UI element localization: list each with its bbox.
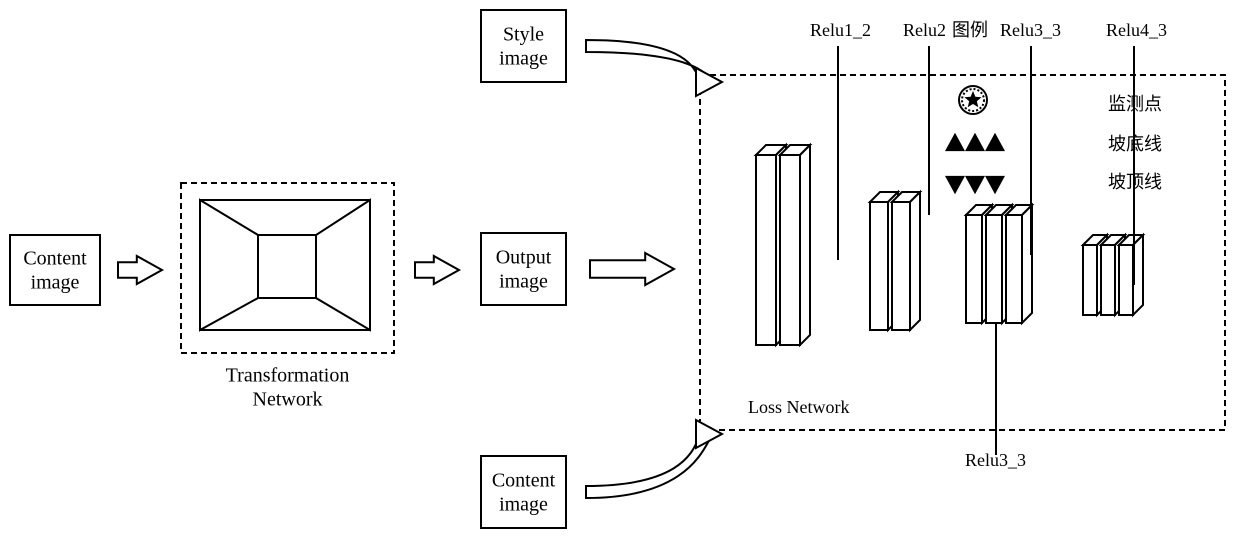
layer-group1-1-front — [780, 155, 800, 345]
content-image-box-bottom — [481, 456, 566, 528]
legend-tri-dn-1 — [965, 176, 985, 194]
arrow-content-to-transform — [118, 256, 162, 284]
label-relu1-2: Relu1_2 — [810, 20, 871, 40]
arrow-style-to-lossnet-band — [586, 40, 714, 82]
layer-group1-0-front — [756, 155, 776, 345]
legend-tri-up-2 — [985, 133, 1005, 151]
content-left-label-l2: image — [31, 272, 80, 294]
legend-tri-up-0 — [945, 133, 965, 151]
arrow-content-to-lossnet-band — [586, 434, 714, 498]
legend-circle-star-icon — [959, 86, 987, 114]
layer-group4-0-front — [1083, 245, 1097, 315]
legend-monitor-label: 监测点 — [1108, 94, 1162, 114]
output-image-box — [481, 233, 566, 305]
content-image-box-left — [10, 235, 100, 305]
label-legend-title: 图例 — [952, 20, 988, 40]
layer-group3-1-front — [986, 215, 1002, 323]
layer-group2-1-front — [892, 202, 910, 330]
layer-group4-2-front — [1119, 245, 1133, 315]
style-label-l1: Style — [503, 24, 544, 46]
arrow-transform-to-output — [415, 256, 459, 284]
label-relu3-3-top: Relu3_3 — [1000, 20, 1061, 40]
style-image-box — [481, 10, 566, 82]
arrow-output-to-lossnet — [590, 253, 674, 285]
diagram-root: ContentimageOutputimageStyleimageContent… — [0, 0, 1239, 545]
style-label-l2: image — [499, 48, 548, 70]
arrow-content-to-lossnet-head — [696, 420, 722, 448]
legend-tri-dn-2 — [985, 176, 1005, 194]
legend-tri-up-1 — [965, 133, 985, 151]
layer-group1-1-side — [800, 145, 810, 345]
layer-group3-0-front — [966, 215, 982, 323]
legend-bottom-line-label: 坡底线 — [1108, 134, 1162, 154]
legend-tri-dn-0 — [945, 176, 965, 194]
label-relu4-3: Relu4_3 — [1106, 20, 1167, 40]
transformation-label-l2: Network — [253, 389, 323, 411]
label-relu2: Relu2 — [903, 20, 946, 40]
loss-network-label: Loss Network — [748, 397, 850, 417]
layer-group2-1-side — [910, 192, 920, 330]
legend-top-line-label: 坡顶线 — [1108, 172, 1162, 192]
output-label-l2: image — [499, 271, 548, 293]
transformation-label-l1: Transformation — [226, 365, 350, 387]
content-left-label-l1: Content — [23, 248, 87, 270]
layer-group4-1-front — [1101, 245, 1115, 315]
content-bot-label-l1: Content — [492, 470, 556, 492]
label-relu3-3-bottom: Relu3_3 — [965, 450, 1026, 470]
layer-group2-0-front — [870, 202, 888, 330]
transformer-outer — [200, 200, 370, 330]
layer-group3-2-front — [1006, 215, 1022, 323]
output-label-l1: Output — [496, 247, 552, 269]
content-bot-label-l2: image — [499, 494, 548, 516]
arrow-style-to-lossnet-head — [696, 68, 722, 96]
